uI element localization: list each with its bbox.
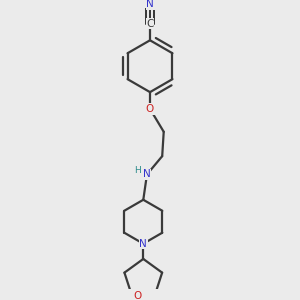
- Text: C: C: [146, 19, 154, 28]
- Text: O: O: [146, 104, 154, 114]
- Text: H: H: [134, 166, 141, 175]
- Text: O: O: [133, 291, 141, 300]
- Text: N: N: [146, 0, 154, 9]
- Text: N: N: [143, 169, 151, 179]
- Text: N: N: [140, 239, 147, 249]
